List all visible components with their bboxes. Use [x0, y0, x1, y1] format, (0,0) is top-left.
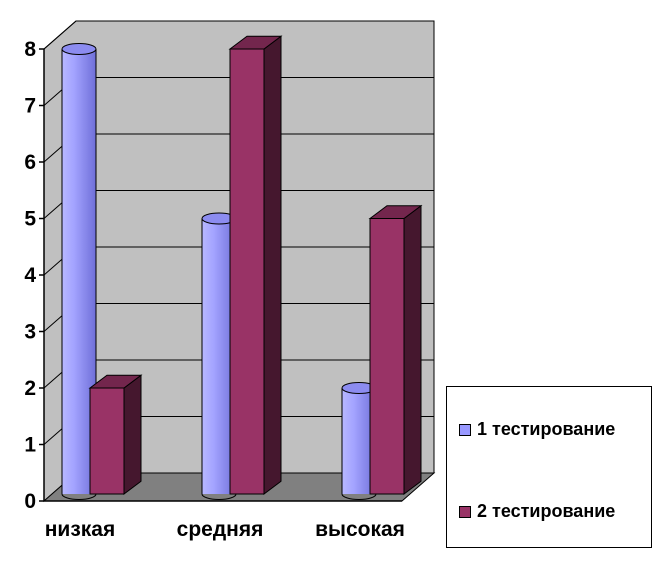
y-tick-label: 8	[24, 38, 36, 61]
box-top	[368, 205, 423, 219]
y-tick-label: 6	[24, 151, 36, 174]
y-axis-ticks: 0 1 2 3 4 5 6 7 8	[24, 38, 44, 513]
cylinder-outline	[341, 388, 377, 500]
x-category-label: низкая	[45, 518, 115, 541]
x-category-label: средняя	[177, 518, 264, 541]
y-tick-label: 3	[24, 321, 36, 344]
bars	[61, 35, 423, 500]
box-front	[229, 48, 265, 495]
cylinder-top	[61, 43, 97, 55]
legend-swatch-series-1	[459, 423, 471, 436]
box-side	[263, 35, 282, 495]
legend-label-series-1: 1 тестирование	[477, 419, 616, 439]
x-category-label: высокая	[315, 518, 405, 541]
cylinder-outline	[201, 218, 237, 500]
cylinder-outline	[61, 49, 97, 500]
box-front	[369, 218, 405, 495]
y-tick-label: 2	[24, 377, 36, 400]
box-side	[123, 374, 142, 495]
box-front	[89, 387, 125, 495]
y-tick-label: 7	[24, 95, 36, 118]
box-side	[403, 204, 422, 495]
legend-item-series-2: 2 тестирование	[459, 501, 615, 522]
y-tick-label: 5	[24, 208, 36, 231]
box-top	[228, 35, 283, 50]
legend-item-series-1: 1 тестирование	[459, 419, 615, 440]
x-axis-categories: низкая средняя высокая	[45, 518, 405, 541]
y-tick-label: 1	[24, 434, 36, 457]
gridline	[43, 20, 434, 50]
bar-series-2-низкая	[88, 374, 143, 495]
bar-series-2-высокая	[368, 204, 423, 495]
legend-swatch-series-2	[459, 505, 471, 518]
y-tick-label: 4	[24, 264, 36, 287]
legend-label-series-2: 2 тестирование	[477, 501, 616, 521]
legend: 1 тестирование 2 тестирование	[446, 386, 652, 548]
bar-series-2-средняя	[228, 35, 283, 495]
y-tick-label: 0	[24, 490, 36, 513]
box-top	[88, 374, 143, 389]
